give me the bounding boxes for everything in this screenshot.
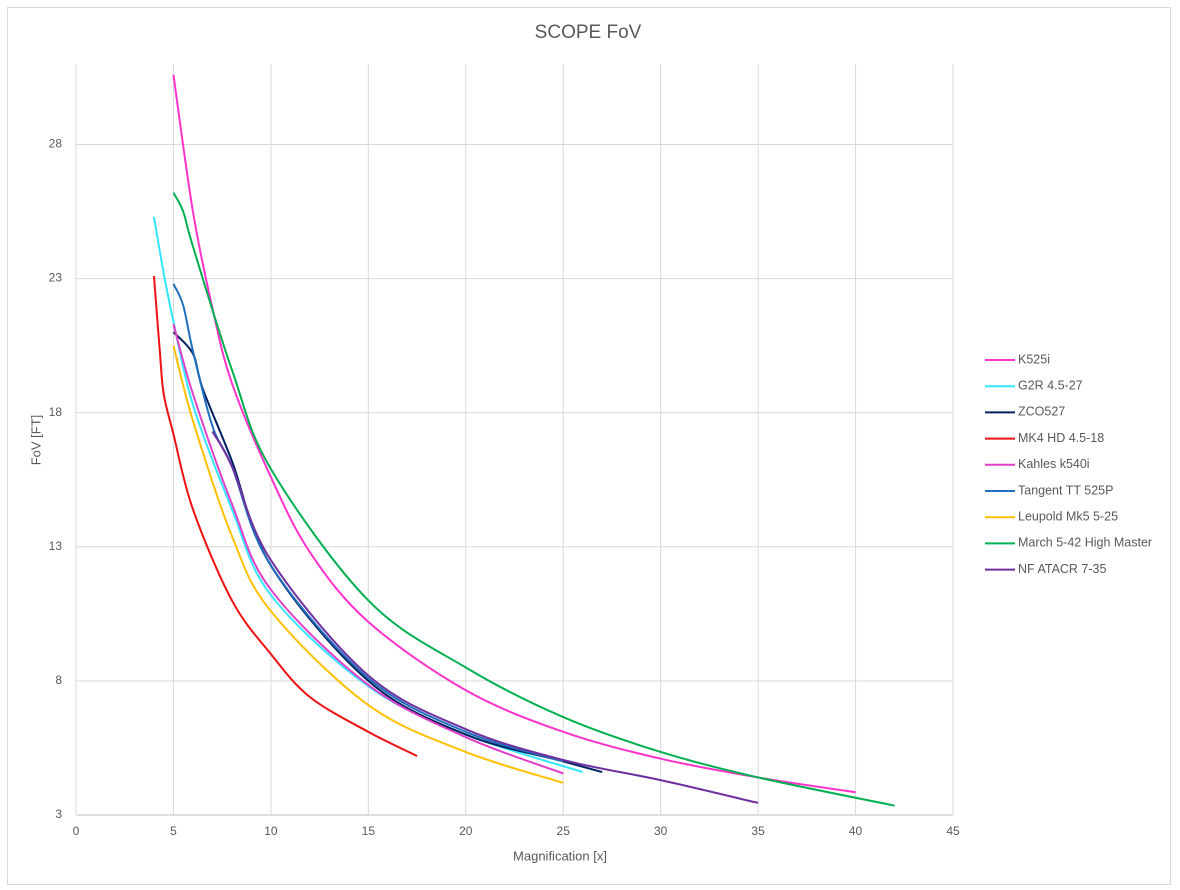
plot-area — [76, 64, 953, 815]
legend-label: ZCO527 — [1018, 405, 1065, 419]
x-tick-label: 40 — [849, 824, 863, 838]
legend-label: G2R 4.5-27 — [1018, 378, 1083, 392]
y-tick-label: 23 — [49, 271, 63, 285]
y-tick-label: 18 — [49, 405, 63, 419]
series-line — [172, 192, 895, 807]
y-tick-label: 13 — [49, 539, 63, 553]
series-line — [172, 74, 856, 794]
x-tick-label: 5 — [170, 824, 177, 838]
x-tick-label: 35 — [751, 824, 765, 838]
x-tick-label: 25 — [557, 824, 571, 838]
legend-label: Kahles k540i — [1018, 457, 1090, 471]
x-tick-label: 20 — [459, 824, 473, 838]
legend-label: Tangent TT 525P — [1018, 483, 1113, 497]
y-tick-label: 8 — [55, 673, 62, 687]
series-line — [172, 283, 564, 763]
x-tick-label: 0 — [73, 824, 80, 838]
legend-label: NF ATACR 7-35 — [1018, 562, 1106, 576]
y-axis-title: FoV [FT] — [28, 415, 43, 466]
series-line — [172, 345, 564, 784]
series-line — [211, 430, 759, 804]
x-tick-label: 15 — [362, 824, 376, 838]
x-tick-label: 10 — [264, 824, 278, 838]
series-line — [152, 275, 418, 757]
x-tick-label: 30 — [654, 824, 668, 838]
legend-label: March 5-42 High Master — [1018, 536, 1152, 550]
x-axis-title: Magnification [x] — [513, 848, 607, 863]
legend-label: MK4 HD 4.5-18 — [1018, 431, 1104, 445]
legend-label: K525i — [1018, 352, 1050, 366]
y-tick-label: 3 — [55, 807, 62, 821]
y-tick-label: 28 — [49, 137, 63, 151]
x-tick-label: 45 — [946, 824, 960, 838]
series-line — [172, 323, 564, 775]
legend-label: Leupold Mk5 5-25 — [1018, 509, 1118, 523]
chart-title: SCOPE FoV — [535, 22, 642, 43]
